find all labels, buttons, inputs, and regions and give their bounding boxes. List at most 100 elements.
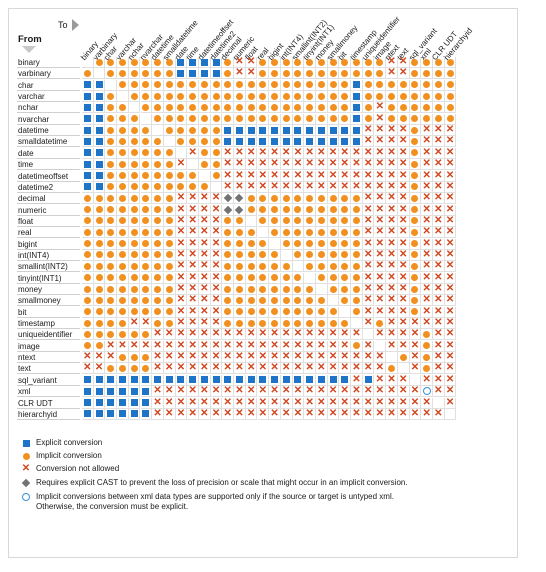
grid-cell — [316, 136, 328, 148]
not-allowed-cross: ✕ — [223, 385, 232, 397]
implicit-conversion-dot — [399, 115, 407, 123]
implicit-conversion-dot — [434, 103, 442, 111]
grid-cell — [269, 204, 281, 216]
implicit-conversion-dot — [95, 330, 103, 338]
grid-cell — [93, 113, 106, 125]
grid-cell — [152, 79, 164, 91]
not-allowed-cross: ✕ — [200, 305, 209, 317]
implicit-conversion-dot — [118, 103, 126, 111]
row-label: money — [17, 284, 80, 295]
not-allowed-cross: ✕ — [352, 169, 361, 181]
grid-cell — [140, 57, 153, 68]
explicit-conversion-square — [83, 137, 91, 145]
grid-cell — [93, 159, 106, 171]
implicit-conversion-dot — [118, 330, 126, 338]
grid-cell — [292, 136, 305, 148]
not-allowed-cross: ✕ — [317, 362, 326, 374]
not-allowed-cross: ✕ — [211, 339, 221, 351]
explicit-conversion-square — [177, 58, 185, 66]
implicit-conversion-dot — [294, 92, 302, 100]
explicit-conversion-square — [282, 376, 290, 384]
grid-cell — [409, 261, 422, 273]
not-allowed-cross: ✕ — [363, 169, 373, 181]
grid-cell — [257, 374, 270, 386]
grid-cell — [140, 147, 153, 159]
corner-from-label: From — [18, 34, 42, 45]
not-allowed-cross: ✕ — [434, 362, 443, 374]
implicit-conversion-dot — [282, 228, 290, 236]
grid-cell — [128, 91, 141, 103]
not-allowed-cross: ✕ — [422, 214, 431, 226]
not-allowed-cross: ✕ — [434, 158, 443, 170]
grid-cell — [222, 295, 235, 307]
not-allowed-cross: ✕ — [223, 328, 232, 340]
not-allowed-cross: ✕ — [328, 180, 338, 192]
not-allowed-cross: ✕ — [176, 260, 186, 272]
not-allowed-cross: ✕ — [387, 283, 396, 294]
grid-cell: ✕ — [444, 125, 457, 137]
grid-cell — [187, 159, 199, 171]
implicit-conversion-dot — [388, 364, 396, 372]
grid-cell — [245, 113, 258, 125]
grid-cell — [105, 284, 118, 295]
not-allowed-cross: ✕ — [328, 146, 338, 158]
grid-cell — [82, 102, 94, 114]
grid-cell — [234, 272, 246, 284]
implicit-conversion-dot — [83, 296, 91, 304]
not-allowed-cross: ✕ — [422, 169, 431, 181]
grid-cell: ✕ — [327, 180, 340, 193]
grid-cell — [222, 136, 235, 148]
grid-cell — [163, 57, 176, 68]
not-allowed-cross: ✕ — [387, 407, 396, 419]
implicit-conversion-dot — [247, 206, 255, 214]
implicit-conversion-dot — [95, 217, 103, 225]
grid-cell — [234, 79, 246, 91]
grid-cell: ✕ — [409, 363, 422, 375]
grid-cell: ✕ — [280, 147, 293, 159]
not-allowed-cross: ✕ — [188, 226, 197, 238]
not-allowed-cross: ✕ — [211, 328, 221, 340]
implicit-conversion-dot — [165, 172, 173, 179]
not-allowed-cross: ✕ — [434, 203, 443, 215]
grid-cell: ✕ — [199, 272, 211, 284]
explicit-conversion-square — [212, 69, 220, 77]
grid-cell — [316, 318, 328, 330]
grid-cell — [245, 272, 258, 284]
implicit-conversion-dot — [306, 319, 314, 327]
grid-cell: ✕ — [210, 408, 223, 420]
implicit-conversion-dot — [259, 206, 267, 214]
grid-cell: ✕ — [374, 227, 387, 239]
grid-cell — [362, 57, 375, 68]
implicit-conversion-dot — [189, 183, 197, 191]
grid-cell — [280, 68, 293, 80]
grid-cell: ✕ — [245, 397, 258, 409]
grid-cell — [374, 318, 387, 330]
grid-cell — [269, 249, 281, 261]
not-allowed-cross: ✕ — [399, 158, 408, 170]
grid-cell — [421, 329, 433, 341]
grid-cell — [327, 284, 340, 295]
not-allowed-cross: ✕ — [328, 396, 338, 408]
explicit-conversion-square — [83, 149, 91, 157]
explicit-conversion-square — [352, 81, 360, 89]
not-allowed-cross: ✕ — [375, 373, 385, 385]
grid-cell — [327, 318, 340, 330]
grid-cell — [234, 193, 246, 205]
grid-cell: ✕ — [199, 215, 211, 227]
grid-cell: ✕ — [222, 385, 235, 398]
not-allowed-cross: ✕ — [246, 339, 256, 351]
grid-cell — [93, 102, 106, 114]
grid-cell: ✕ — [280, 408, 293, 420]
grid-cell: ✕ — [327, 352, 340, 364]
explicit-conversion-square — [154, 376, 162, 384]
implicit-conversion-dot — [224, 69, 232, 77]
grid-cell: ✕ — [316, 159, 328, 171]
not-allowed-cross: ✕ — [305, 396, 314, 408]
not-allowed-cross: ✕ — [375, 203, 385, 215]
not-allowed-cross: ✕ — [352, 385, 361, 397]
not-allowed-cross: ✕ — [422, 158, 431, 170]
grid-cell — [152, 91, 164, 103]
not-allowed-cross: ✕ — [352, 158, 361, 170]
not-allowed-cross: ✕ — [200, 248, 209, 260]
not-allowed-cross: ✕ — [282, 169, 291, 181]
